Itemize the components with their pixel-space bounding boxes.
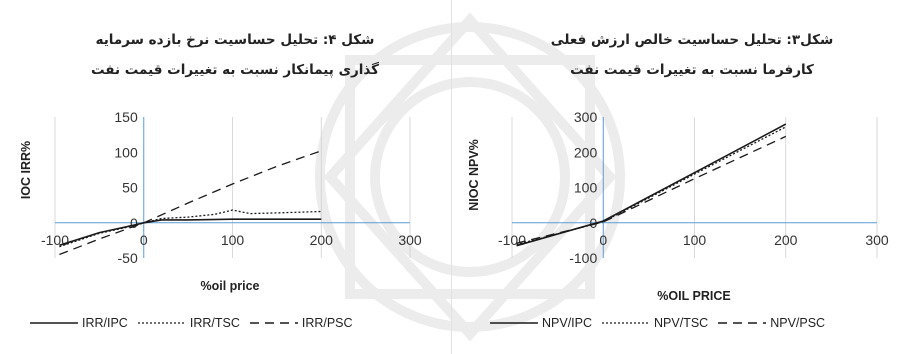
x-tick-label: 200 [774, 232, 798, 248]
legend-label: NPV/TSC [654, 316, 709, 330]
chart-title-npv: شکل۳: تحلیل حساسیت خالص ارزش فعلی کارفرم… [512, 25, 872, 85]
x-tick-label: 200 [310, 232, 334, 248]
x-tick-label: -100 [498, 232, 526, 248]
legend-item: NPV/IPC [490, 316, 592, 330]
chart-title-line-1: شکل۳: تحلیل حساسیت خالص ارزش فعلی [550, 32, 834, 48]
y-tick-label: 200 [574, 144, 598, 160]
series-line-npv-tsc [516, 126, 787, 246]
legend-irr: IRR/IPC IRR/TSC IRR/PSC [30, 316, 363, 330]
y-tick-label: 300 [574, 109, 598, 125]
x-axis-title: %OIL PRICE [657, 289, 730, 303]
x-tick-label: 300 [865, 232, 889, 248]
x-tick-label: 100 [221, 232, 245, 248]
x-tick-label: 0 [599, 232, 607, 248]
chart-title-irr: شکل ۴: تحلیل حساسیت نرخ بازده سرمایه گذا… [40, 25, 430, 85]
y-tick-label: -50 [118, 250, 138, 266]
chart-panel-irr: شکل ۴: تحلیل حساسیت نرخ بازده سرمایه گذا… [0, 0, 450, 354]
legend-item: IRR/TSC [137, 316, 240, 330]
series-line-irr-ipc [59, 218, 322, 247]
y-axis-title: IOC IRR% [19, 141, 33, 199]
legend-label: NPV/IPC [542, 316, 593, 330]
x-tick-label: 300 [398, 232, 422, 248]
legend-item: IRR/IPC [30, 316, 128, 330]
chart-title-line-1: شکل ۴: تحلیل حساسیت نرخ بازده سرمایه [95, 32, 375, 48]
y-tick-label: 100 [114, 144, 138, 160]
y-tick-label: 0 [130, 215, 138, 231]
legend-label: NPV/PSC [770, 316, 826, 330]
x-tick-label: 0 [140, 232, 148, 248]
series-line-irr-psc [59, 150, 322, 256]
series-line-npv-psc [516, 135, 787, 244]
x-axis-title: %oil price [200, 279, 259, 293]
chart-panel-npv: شکل۳: تحلیل حساسیت خالص ارزش فعلی کارفرم… [452, 0, 904, 354]
y-tick-label: 100 [574, 180, 598, 196]
y-tick-label: -100 [569, 250, 597, 266]
chart-title-line-2: گذاری پیمانکار نسبت به تغییرات قیمت نفت [90, 62, 379, 78]
legend-item: NPV/TSC [602, 316, 708, 330]
y-tick-label: 0 [589, 215, 597, 231]
legend-label: IRR/PSC [301, 316, 353, 330]
series-line-npv-ipc [516, 123, 787, 247]
series-line-irr-tsc [59, 209, 322, 248]
y-axis-title: NIOC NPV% [467, 139, 481, 211]
y-tick-label: 50 [122, 180, 138, 196]
legend-label: IRR/TSC [189, 316, 240, 330]
y-tick-label: 150 [114, 109, 138, 125]
legend-item: NPV/PSC [718, 316, 825, 330]
panel-divider [451, 0, 452, 354]
legend-npv: NPV/IPC NPV/TSC NPV/PSC [490, 316, 835, 330]
chart-title-line-2: کارفرما نسبت به تغییرات قیمت نفت [570, 62, 814, 78]
legend-item: IRR/PSC [249, 316, 353, 330]
legend-label: IRR/IPC [82, 316, 128, 330]
x-tick-label: 100 [683, 232, 707, 248]
